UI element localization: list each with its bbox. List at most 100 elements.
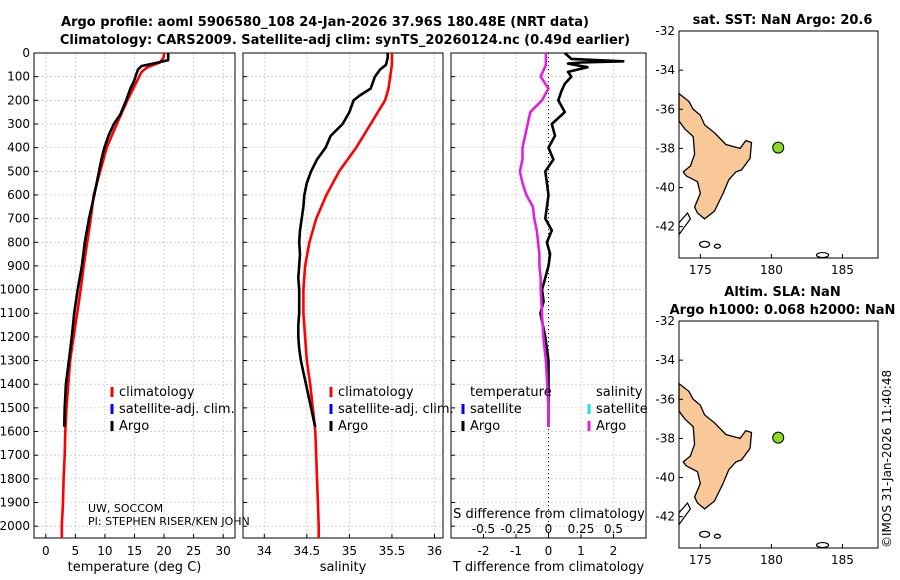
map-y-tick-label: -38 (655, 141, 675, 155)
island-shape (815, 541, 830, 549)
figure-title-line2: Climatology: CARS2009. Satellite-adj cli… (60, 33, 630, 48)
y-tick-label: 2000 (0, 519, 30, 533)
legend-entry: satellite-adj. clim. (338, 402, 454, 417)
x-tick-label: 0 (545, 544, 553, 558)
map-y-tick-label: -38 (655, 431, 675, 445)
x-tick-label: 36 (427, 544, 442, 558)
map-title: Argo h1000: 0.068 h2000: NaN (670, 303, 896, 318)
series-s-diff-argo (518, 53, 550, 427)
island-shape (815, 251, 830, 259)
figure-title-line1: Argo profile: aoml 5906580_108 24-Jan-20… (61, 15, 589, 30)
legend-entry: climatology (338, 385, 414, 400)
legend-entry: Argo (119, 419, 149, 434)
series-argo (296, 53, 390, 428)
x2-tick-label: 0 (545, 522, 553, 536)
land-north-island (678, 92, 753, 220)
y-tick-label: 1600 (0, 425, 30, 439)
x-tick-label: 0 (42, 544, 50, 558)
y-tick-label: 700 (7, 212, 30, 226)
credit-institution: UW, SOCCOM (88, 502, 163, 515)
sla-map-panel: Altim. SLA: NaN Argo h1000: 0.068 h2000: … (655, 285, 895, 567)
y-tick-label: 800 (7, 235, 30, 249)
y-tick-label: 1900 (0, 496, 30, 510)
y-tick-label: 300 (7, 117, 30, 131)
x-tick-label: 34 (257, 544, 272, 558)
legend-entry: climatology (119, 385, 195, 400)
x-tick-label: -1 (510, 544, 522, 558)
map-y-tick-label: -42 (655, 510, 675, 524)
map-x-tick-label: 180 (760, 553, 783, 567)
map-y-tick-label: -42 (655, 220, 675, 234)
land-south-island (678, 501, 692, 527)
series-argo (62, 53, 170, 427)
island-shape (698, 240, 711, 248)
x-tick-label: -2 (478, 544, 490, 558)
x-tick-label: 34.5 (293, 544, 320, 558)
temperature-panel: 0100200300400500600700800900100011001200… (0, 46, 236, 575)
x-tick-label: 30 (216, 544, 231, 558)
legend-entry: satellite (470, 402, 522, 417)
y-tick-label: 1300 (0, 354, 30, 368)
legend-entry: Argo (596, 419, 626, 434)
map-y-tick-label: -40 (655, 181, 675, 195)
x-tick-label: 15 (127, 544, 142, 558)
series-climatology (60, 52, 166, 538)
credit-pi: PI: STEPHEN RISER/KEN JOHN (88, 515, 250, 528)
y-tick-label: 200 (7, 93, 30, 107)
y-tick-label: 600 (7, 188, 30, 202)
y-tick-label: 1500 (0, 401, 30, 415)
land-north-island (678, 382, 753, 510)
x-tick-label: 2 (610, 544, 618, 558)
y-tick-label: 1200 (0, 330, 30, 344)
map-title: Altim. SLA: NaN (724, 285, 840, 300)
map-y-tick-label: -32 (655, 24, 675, 38)
map-y-tick-label: -34 (655, 353, 675, 367)
island-shape (713, 533, 721, 539)
legend-entry: satellite (596, 402, 648, 417)
y-tick-label: 500 (7, 164, 30, 178)
map-y-tick-label: -36 (655, 102, 675, 116)
land-south-island (678, 211, 692, 237)
map-y-tick-label: -32 (655, 314, 675, 328)
map-x-tick-label: 175 (689, 553, 712, 567)
x2-tick-label: -0.5 (472, 522, 495, 536)
series-climatology (302, 53, 394, 538)
x2-tick-label: 0.25 (568, 522, 595, 536)
y-tick-label: 1000 (0, 283, 30, 297)
y-tick-label: 1800 (0, 472, 30, 486)
x-axis-label: temperature (deg C) (68, 560, 202, 575)
x-tick-label: 25 (186, 544, 201, 558)
legend-entry: Argo (338, 419, 368, 434)
map-x-tick-label: 185 (831, 263, 854, 277)
map-y-tick-label: -34 (655, 63, 675, 77)
island-shape (698, 530, 711, 538)
y-tick-label: 1400 (0, 377, 30, 391)
salinity-panel: 34 34.5 35 35.5 36 salinity climatology satelli… (242, 52, 454, 575)
x-tick-label: 20 (156, 544, 171, 558)
x-tick-label: 1 (577, 544, 585, 558)
float-position-marker (772, 431, 785, 444)
series-t-diff-argo (539, 52, 625, 427)
legend-entry: Argo (470, 419, 500, 434)
x-tick-label: 35.5 (379, 544, 406, 558)
x2-tick-label: 0.5 (604, 522, 623, 536)
x-axis-label: salinity (320, 560, 367, 575)
legend-entry: satellite-adj. clim. (119, 402, 235, 417)
x-tick-label: 35 (342, 544, 357, 558)
y-tick-label: 100 (7, 70, 30, 84)
map-y-tick-label: -40 (655, 471, 675, 485)
map-x-tick-label: 180 (760, 263, 783, 277)
legend-title-temperature: temperature (470, 385, 552, 400)
imos-watermark: ©IMOS 31-Jan-2026 11:40:48 (880, 370, 894, 548)
y-tick-label: 1100 (0, 306, 30, 320)
y-tick-label: 1700 (0, 448, 30, 462)
x-tick-label: 10 (97, 544, 112, 558)
y-tick-label: 0 (22, 46, 30, 60)
map-y-tick-label: -36 (655, 392, 675, 406)
sst-map-panel: sat. SST: NaN Argo: 20.6 -32 -34 -36 -38 -40 -… (655, 13, 879, 277)
y-tick-label: 900 (7, 259, 30, 273)
difference-panel: -2 -1 0 1 2 T difference from climatology -0.5… (450, 52, 648, 575)
island-shape (713, 243, 721, 249)
x-axis-label: T difference from climatology (452, 560, 645, 575)
